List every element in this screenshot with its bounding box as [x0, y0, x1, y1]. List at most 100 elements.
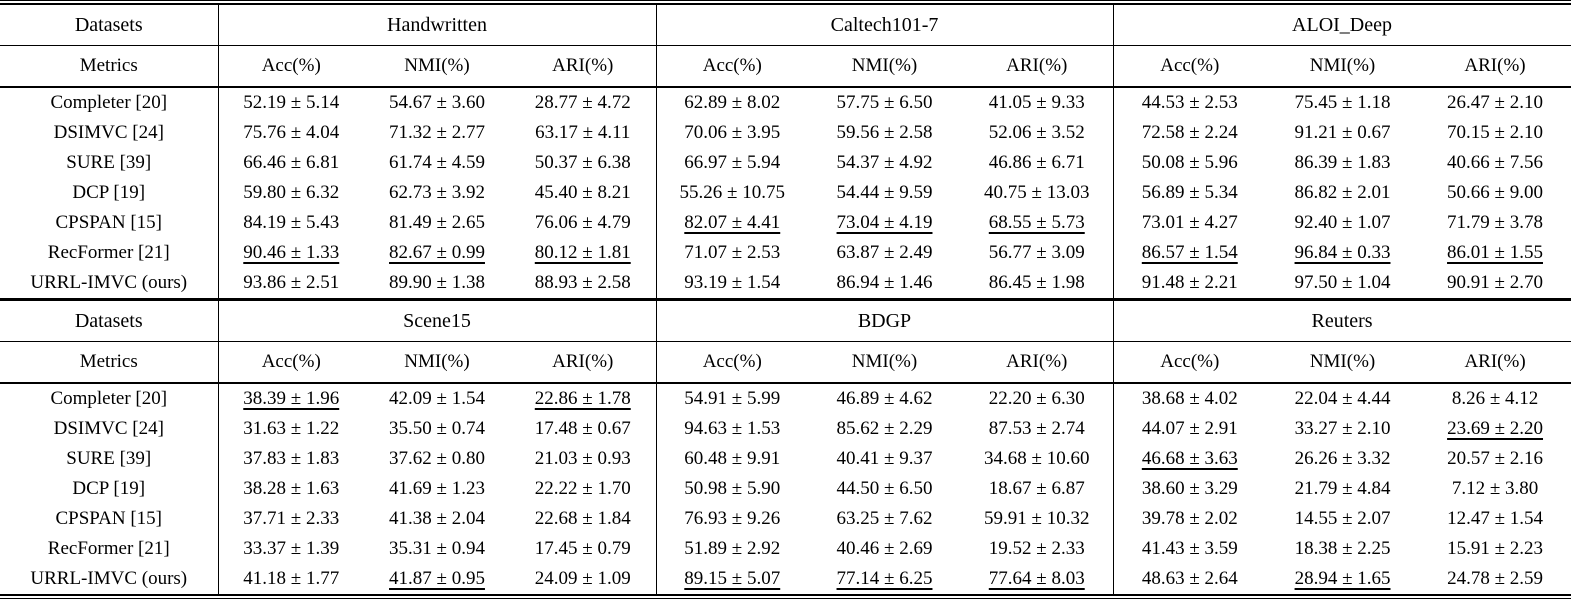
method-name: CPSPAN [15]	[55, 212, 162, 233]
metric-value: 90.46 ± 1.33	[217, 238, 364, 268]
metric-value: 86.94 ± 1.46	[836, 272, 933, 293]
metric-value: 66.97 ± 5.94	[655, 148, 809, 178]
table-row: RecFormer [21] 33.37 ± 1.39 35.31 ± 0.94 17…	[0, 534, 1571, 564]
metric-value: 22.04 ± 4.44	[1294, 388, 1391, 409]
table-row: CPSPAN [15] 37.71 ± 2.33 41.38 ± 2.04 22.68…	[0, 504, 1571, 534]
metric-value: 41.43 ± 3.59	[1112, 534, 1267, 564]
metric-value: 54.44 ± 9.59	[836, 182, 933, 203]
metric-value: 26.26 ± 3.32	[1294, 448, 1391, 469]
metric-value: 93.86 ± 2.51	[217, 268, 364, 298]
metric-value: 18.38 ± 2.25	[1294, 538, 1391, 559]
metric-value: 28.77 ± 4.72	[534, 92, 631, 113]
metric-value: 63.17 ± 4.11	[535, 122, 631, 143]
metric-value: 52.06 ± 3.52	[988, 122, 1085, 143]
metric-header: ARI(%)	[510, 45, 657, 88]
metric-value: 54.37 ± 4.92	[836, 152, 933, 173]
metric-header: NMI(%)	[364, 341, 510, 384]
metric-value: 93.19 ± 1.54	[655, 268, 809, 298]
metric-value: 31.63 ± 1.22	[217, 414, 364, 444]
results-table-bottom: Datasets Scene15 BDGP Reuters Metrics Acc(%) N…	[0, 301, 1571, 594]
metric-value: 80.12 ± 1.81	[534, 242, 631, 263]
metric-value: 85.62 ± 2.29	[836, 418, 933, 439]
metric-header: ARI(%)	[510, 341, 656, 384]
dataset-group-header: ALOI_Deep	[1112, 5, 1571, 46]
method-name: DCP [19]	[72, 182, 146, 203]
metric-header: Acc(%)	[1112, 341, 1267, 384]
metric-header: Acc(%)	[217, 45, 364, 88]
top-rule-thick	[0, 3, 1571, 5]
metric-value: 17.45 ± 0.79	[534, 538, 631, 559]
metric-value: 82.07 ± 4.41	[655, 208, 809, 238]
metric-value: 81.49 ± 2.65	[389, 212, 485, 233]
metric-value: 54.67 ± 3.60	[389, 92, 485, 113]
metric-value: 7.12 ± 3.80	[1451, 478, 1539, 499]
metric-header: NMI(%)	[364, 45, 510, 88]
metric-value: 88.93 ± 2.58	[534, 272, 631, 293]
metric-header: Acc(%)	[655, 341, 808, 384]
metric-value: 87.53 ± 2.74	[988, 418, 1085, 439]
table-row: SURE [39] 66.46 ± 6.81 61.74 ± 4.59 50.37 ±…	[0, 148, 1571, 178]
metric-value: 38.39 ± 1.96	[217, 383, 364, 414]
metric-value: 59.56 ± 2.58	[836, 122, 933, 143]
metric-value: 42.09 ± 1.54	[389, 388, 485, 409]
metric-value: 66.46 ± 6.81	[217, 148, 364, 178]
metric-value: 17.48 ± 0.67	[534, 418, 631, 439]
datasets-header-label: Datasets	[0, 301, 218, 342]
metric-value: 82.67 ± 0.99	[389, 242, 485, 263]
metric-value: 86.82 ± 2.01	[1294, 182, 1391, 203]
metrics-header-label: Metrics	[0, 45, 218, 88]
metric-value: 59.80 ± 6.32	[217, 178, 364, 208]
metric-value: 14.55 ± 2.07	[1294, 508, 1391, 529]
method-name: SURE [39]	[66, 448, 152, 469]
metric-value: 75.76 ± 4.04	[217, 118, 364, 148]
metric-value: 22.68 ± 1.84	[534, 508, 631, 529]
metric-value: 34.68 ± 10.60	[984, 448, 1090, 469]
metric-value: 40.66 ± 7.56	[1447, 152, 1543, 173]
metric-value: 24.09 ± 1.09	[534, 568, 631, 589]
metric-header: Acc(%)	[217, 341, 364, 384]
metric-value: 12.47 ± 1.54	[1447, 508, 1544, 529]
metric-value: 18.67 ± 6.87	[988, 478, 1085, 499]
metric-value: 62.89 ± 8.02	[655, 87, 809, 118]
metric-value: 89.90 ± 1.38	[389, 272, 485, 293]
metric-value: 41.87 ± 0.95	[389, 568, 485, 589]
metric-value: 37.71 ± 2.33	[217, 504, 364, 534]
table-row: DSIMVC [24] 75.76 ± 4.04 71.32 ± 2.77 63.17…	[0, 118, 1571, 148]
metric-header: ARI(%)	[961, 341, 1114, 384]
dataset-header-row: Datasets Handwritten Caltech101-7 ALOI_Deep	[0, 5, 1571, 46]
metric-value: 28.94 ± 1.65	[1294, 568, 1391, 589]
metric-value: 71.32 ± 2.77	[389, 122, 485, 143]
dataset-header-row: Datasets Scene15 BDGP Reuters	[0, 301, 1571, 342]
metric-value: 44.50 ± 6.50	[836, 478, 933, 499]
method-name: Completer [20]	[50, 92, 168, 113]
metric-value: 46.86 ± 6.71	[988, 152, 1085, 173]
metric-value: 19.52 ± 2.33	[988, 538, 1085, 559]
metric-value: 22.20 ± 6.30	[988, 388, 1085, 409]
metrics-header-row: Metrics Acc(%) NMI(%) ARI(%) Acc(%) NMI(%) ARI…	[0, 341, 1571, 384]
metric-value: 89.15 ± 5.07	[655, 564, 808, 594]
metric-value: 41.69 ± 1.23	[389, 478, 485, 499]
metric-value: 68.55 ± 5.73	[988, 212, 1085, 233]
metric-value: 55.26 ± 10.75	[655, 178, 809, 208]
metric-value: 73.04 ± 4.19	[836, 212, 933, 233]
dataset-group-header: BDGP	[655, 301, 1114, 342]
metric-header: ARI(%)	[1419, 45, 1571, 88]
table-row: Completer [20] 38.39 ± 1.96 42.09 ± 1.54 22…	[0, 383, 1571, 414]
bottom-rule-thick	[0, 594, 1571, 596]
metric-value: 60.48 ± 9.91	[655, 444, 808, 474]
table-row: DCP [19] 38.28 ± 1.63 41.69 ± 1.23 22.22 ± …	[0, 474, 1571, 504]
table-row: RecFormer [21] 90.46 ± 1.33 82.67 ± 0.99 80…	[0, 238, 1571, 268]
metric-header: NMI(%)	[1266, 341, 1420, 384]
metric-value: 63.87 ± 2.49	[836, 242, 933, 263]
metric-value: 23.69 ± 2.20	[1447, 418, 1544, 439]
metric-value: 86.57 ± 1.54	[1112, 238, 1267, 268]
metric-value: 94.63 ± 1.53	[655, 414, 808, 444]
metric-value: 39.78 ± 2.02	[1112, 504, 1267, 534]
metric-header: NMI(%)	[808, 341, 961, 384]
metric-value: 37.62 ± 0.80	[389, 448, 485, 469]
method-name: DSIMVC [24]	[53, 418, 164, 439]
metric-value: 56.77 ± 3.09	[988, 242, 1085, 263]
metric-header: NMI(%)	[1266, 45, 1420, 88]
metric-value: 21.79 ± 4.84	[1294, 478, 1391, 499]
